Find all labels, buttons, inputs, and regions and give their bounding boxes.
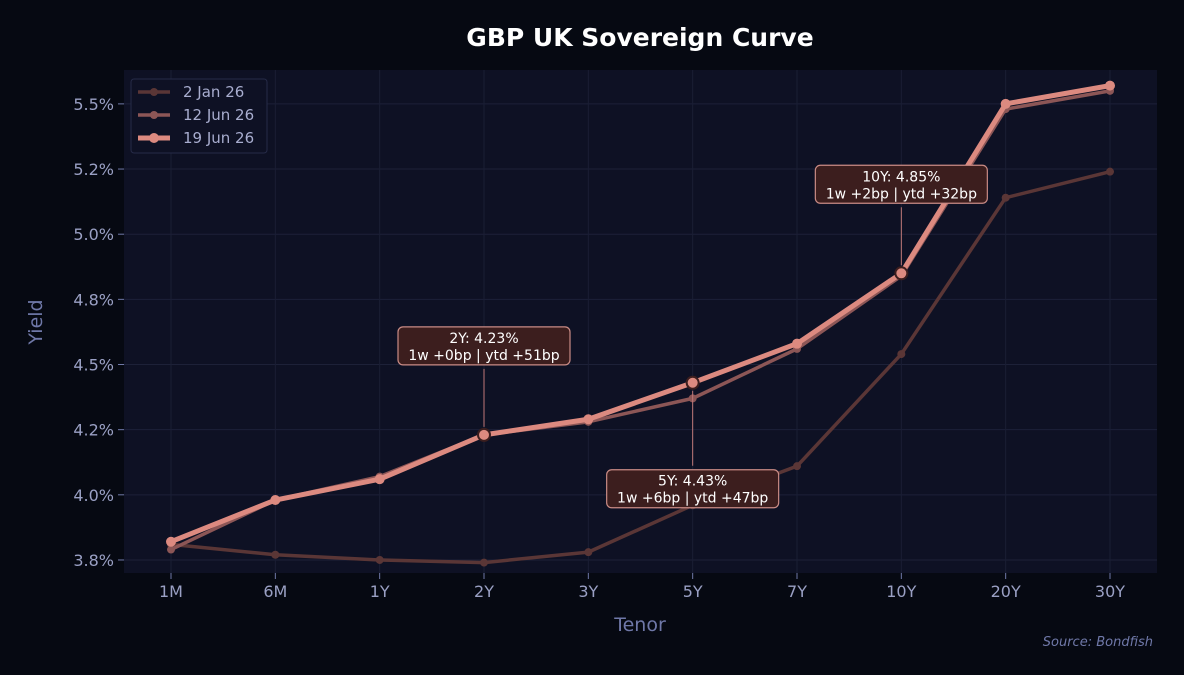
data-point — [166, 536, 176, 547]
x-tick-label: 7Y — [787, 582, 807, 601]
legend-label: 19 Jun 26 — [183, 129, 254, 147]
x-tick-label: 10Y — [886, 582, 916, 601]
data-point — [583, 414, 594, 425]
y-tick-label: 3.8% — [73, 551, 114, 570]
annotation-line1: 2Y: 4.23% — [449, 331, 518, 347]
annotation-marker — [894, 266, 909, 281]
annotation-marker — [477, 427, 491, 442]
legend-label: 2 Jan 26 — [183, 83, 244, 101]
x-tick-label: 5Y — [683, 582, 703, 601]
y-tick-label: 5.2% — [73, 160, 114, 179]
annotation-line2: 1w +0bp | ytd +51bp — [408, 348, 559, 364]
y-tick-label: 5.0% — [73, 225, 114, 244]
legend: 2 Jan 26 12 Jun 26 19 Jun 26 — [130, 78, 268, 154]
annotation-line1: 5Y: 4.43% — [658, 474, 727, 490]
annotation-5Y: 5Y: 4.43%1w +6bp | ytd +47bp — [606, 375, 780, 509]
y-tick-label: 4.2% — [73, 421, 114, 440]
data-point — [793, 462, 801, 471]
series-line — [169, 169, 1112, 565]
annotation-10Y: 10Y: 4.85%1w +2bp | ytd +32bp — [814, 164, 988, 281]
x-axis-title: Tenor — [613, 614, 666, 636]
legend-swatch-dot — [149, 133, 159, 143]
y-axis-title: Yield — [25, 299, 47, 345]
x-tick-label: 6M — [263, 582, 287, 601]
y-tick-label: 4.0% — [73, 486, 114, 505]
annotation-line2: 1w +2bp | ytd +32bp — [826, 186, 977, 202]
data-point — [374, 474, 385, 485]
y-tick-label: 5.5% — [73, 95, 114, 114]
data-point — [792, 338, 802, 349]
x-tick-label: 1Y — [370, 582, 390, 601]
data-point — [375, 555, 384, 564]
y-ticks: 3.8% 4.0% 4.2% 4.5% 4.8% 5.0% 5.2% 5.5% — [73, 95, 124, 570]
x-ticks: 1M 6M 1Y 2Y 3Y 5Y 7Y 10Y 20Y 30Y — [159, 573, 1125, 601]
legend-swatch-dot — [150, 88, 158, 96]
data-point — [271, 550, 280, 559]
data-point — [270, 495, 281, 506]
x-tick-label: 20Y — [991, 582, 1021, 601]
legend-box — [130, 78, 268, 154]
data-point — [584, 548, 593, 557]
data-point — [480, 558, 488, 567]
x-tick-label: 2Y — [474, 582, 494, 601]
data-point — [1105, 80, 1115, 91]
annotation-marker — [685, 375, 700, 390]
data-point — [1000, 98, 1011, 109]
y-tick-label: 4.8% — [73, 290, 114, 309]
annotation-box — [397, 326, 571, 366]
annotation-box — [814, 164, 988, 204]
x-tick-label: 3Y — [578, 582, 598, 601]
x-tick-label: 1M — [159, 582, 183, 601]
y-tick-label: 4.5% — [73, 356, 114, 375]
chart-title: GBP UK Sovereign Curve — [466, 23, 813, 52]
data-point — [1106, 167, 1114, 176]
data-point — [897, 350, 906, 359]
legend-swatch-dot — [150, 111, 158, 119]
data-point — [1001, 193, 1010, 202]
annotation-line2: 1w +6bp | ytd +47bp — [617, 491, 768, 507]
x-tick-label: 30Y — [1095, 582, 1125, 601]
annotation-box — [606, 469, 780, 509]
legend-label: 12 Jun 26 — [183, 106, 254, 124]
series-0 — [167, 167, 1114, 567]
data-point — [167, 545, 175, 554]
source-note: Source: Bondfish — [1043, 635, 1153, 650]
annotation-line1: 10Y: 4.85% — [862, 169, 940, 185]
annotation-2Y: 2Y: 4.23%1w +0bp | ytd +51bp — [397, 326, 571, 442]
